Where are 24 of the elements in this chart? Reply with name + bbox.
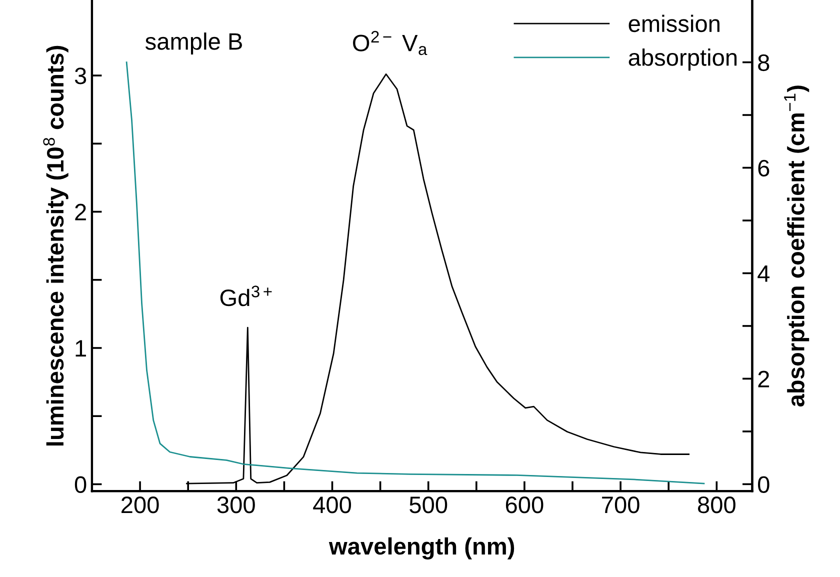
x-tick-label: 400 (313, 496, 352, 514)
x-tick-label: 200 (122, 496, 159, 514)
annotation: sample B (145, 32, 242, 55)
legend-label: emission (628, 14, 720, 32)
y-tick-label: 0 (74, 476, 86, 494)
x-tick-label: 700 (602, 496, 640, 514)
y-tick-label: 3 (74, 68, 86, 84)
y-tick-label: 2 (75, 204, 86, 220)
y2-tick-label: 0 (758, 476, 770, 493)
y-tick-label: 1 (76, 340, 86, 357)
y2-tick-label: 4 (758, 266, 770, 282)
annotation: Gd$^{3+}$ (220, 286, 272, 306)
legend-label: absorption (628, 48, 737, 71)
x-tick-label: 500 (410, 496, 448, 514)
y2-tick-label: 8 (758, 54, 770, 72)
x-axis-title: wavelength (nm) (328, 537, 514, 560)
x-tick-label: 800 (698, 496, 736, 514)
x-tick-label: 600 (506, 496, 544, 514)
y2-tick-label: 2 (758, 370, 770, 388)
y2-tick-label: 6 (758, 160, 770, 177)
annotation: O$^{2−}$ V$_{a}$ (353, 30, 428, 56)
x-tick-label: 300 (217, 496, 255, 514)
y2-axis-title: absorption coefficient (cm$^{−1}$) (784, 86, 810, 406)
y-axis-title: luminescence intensity (10$^{8}$ counts) (43, 46, 68, 446)
